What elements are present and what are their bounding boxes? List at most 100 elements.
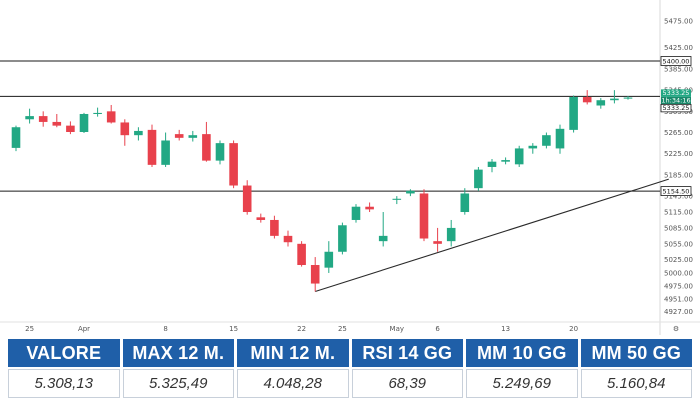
y-tick-label: 5185.00 [664,171,693,179]
candle-body-up [446,227,456,242]
x-tick-label: 8 [163,325,167,333]
level-label: 5400.00 [663,57,690,65]
candle-body-up [501,160,510,162]
settings-icon: ⚙ [673,325,679,333]
candle-body-down [66,125,75,132]
candle-body-up [93,112,102,114]
level-tag [660,186,692,196]
x-tick-label: Apr [78,325,90,333]
candle-body-down [229,143,238,186]
x-tick-label: 6 [435,325,440,333]
y-tick-label: 5385.00 [664,65,693,73]
y-tick-label: 5000.00 [664,269,693,277]
candle-body-down [582,97,592,103]
header-rsi-14gg: RSI 14 GG [351,339,463,367]
candle-body-down [297,243,306,266]
value-mm-50gg: 5.160,84 [580,369,692,398]
x-tick-label: 20 [569,325,578,333]
candle-body-down [120,122,130,136]
candle-body-up [134,130,143,136]
candle-body-down [38,116,48,122]
candle-body-up [351,206,361,220]
y-tick-label: 5055.00 [664,240,693,248]
y-tick-label: 5265.00 [664,129,693,137]
candle-body-up [487,161,497,167]
candle-body-down [310,265,320,284]
header-mm-10gg: MM 10 GG [466,339,578,367]
y-tick-label: 4951.00 [664,295,693,303]
candle-body-up [514,148,524,165]
y-tick-label: 5025.00 [664,256,693,264]
candle-body-down [256,217,266,220]
header-valore: VALORE [8,339,120,367]
y-tick-label: 4975.00 [664,283,693,291]
y-tick-label: 5145.00 [664,193,693,201]
price-tag [661,89,691,97]
value-mm-10gg: 5.249,69 [466,369,578,398]
candle-body-up [474,169,483,189]
candle-body-down [433,241,442,244]
candle-body-down [242,185,252,213]
candle-body-down [365,206,374,210]
header-mm-50gg: MM 50 GG [580,339,692,367]
value-valore: 5.308,13 [8,369,120,398]
candle-body-down [202,134,211,161]
candle-body-up [460,193,470,213]
header-min-12m: MIN 12 M. [237,339,349,367]
x-tick-label: May [390,325,404,333]
candle-body-down [174,134,184,138]
value-max-12m: 5.325,49 [122,369,234,398]
x-tick-label: 25 [338,325,347,333]
price-chart: 4927.00 4951.00 4975.00 5000.00 5025.00 5055.… [0,0,700,335]
candle-body-up [11,127,21,148]
candle-body-up [378,235,388,242]
candle-body-up [406,190,415,194]
candle-body-up [188,135,198,138]
candle-body-up [161,140,170,165]
y-tick-label: 5225.00 [664,150,693,158]
stats-header-row: VALORE MAX 12 M. MIN 12 M. RSI 14 GG MM … [8,339,692,367]
stats-value-row: 5.308,13 5.325,49 4.048,28 68,39 5.249,6… [8,369,692,398]
price-tag-label: 1h:34:16 [661,96,690,104]
candle-body-up [324,251,334,268]
candle-body-up [338,225,347,252]
candle-body-up [528,145,538,149]
candle-body-up [542,135,551,146]
candle-body-down [147,129,157,165]
price-tag [660,103,692,113]
y-tick-label: 5475.00 [664,18,693,26]
trendline [315,178,669,293]
y-tick-label: 5085.00 [664,224,693,232]
candle-body-down [270,219,279,236]
x-tick-label: 22 [297,325,306,333]
candlestick-chart: 4927.00 4951.00 4975.00 5000.00 5025.00 5055.… [0,0,700,335]
header-max-12m: MAX 12 M. [122,339,234,367]
x-tick-label: 13 [501,325,510,333]
candle-body-down [52,121,62,126]
price-tag-label: 5333.25 [663,104,690,112]
candle-body-down [106,111,116,123]
candle-body-up [25,116,34,120]
y-tick-label: 4927.00 [664,308,693,316]
level-tag [660,56,692,66]
candle-body-down [283,235,293,243]
x-tick-label: 25 [25,325,34,333]
candle-body-up [555,128,565,149]
candle-body-up [215,143,225,161]
candle-body-up [623,97,633,99]
price-tag [661,96,691,105]
value-rsi-14gg: 68,39 [351,369,463,398]
candle-body-up [392,198,402,200]
stats-table: VALORE MAX 12 M. MIN 12 M. RSI 14 GG MM … [5,337,695,400]
candle-body-up [610,98,619,101]
candle-body-down [419,193,429,239]
candle-body-up [79,113,89,132]
candle-body-up [569,97,578,130]
value-min-12m: 4.048,28 [237,369,349,398]
y-tick-label: 5425.00 [664,44,693,52]
candle-body-up [596,100,606,106]
x-tick-label: 15 [229,325,238,333]
price-tag-label: 5333.25 [663,89,690,97]
y-tick-label: 5115.00 [664,209,693,217]
level-label: 5154.50 [663,188,690,196]
